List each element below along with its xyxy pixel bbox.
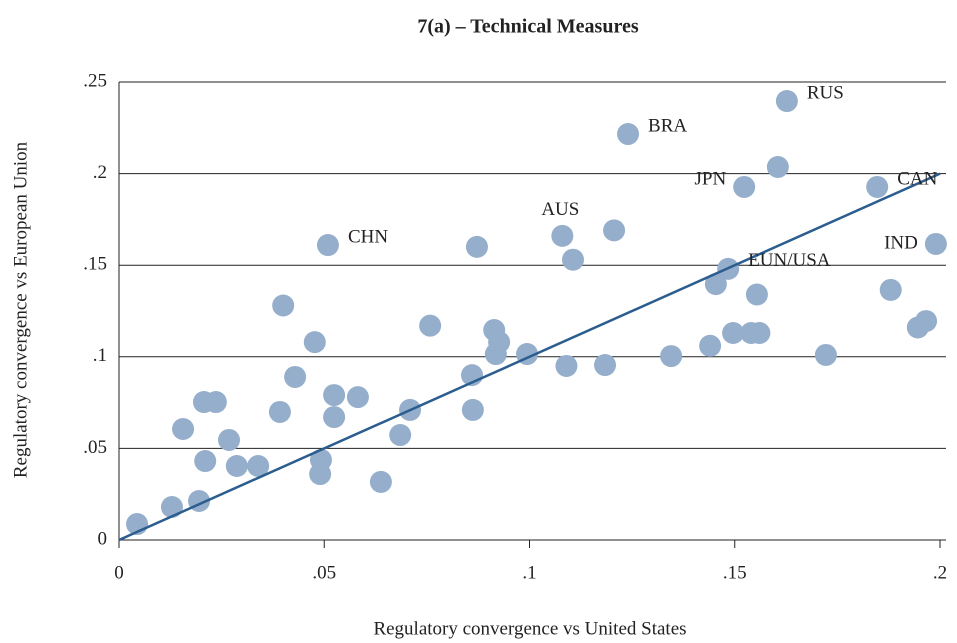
point [722, 321, 745, 344]
point [748, 321, 771, 344]
point [766, 156, 789, 179]
point [775, 90, 798, 113]
point [218, 428, 241, 451]
point [225, 454, 248, 477]
x-axis-label: Regulatory convergence vs United States [373, 618, 686, 639]
point [745, 283, 768, 306]
point [617, 123, 640, 146]
point [346, 386, 369, 409]
point [915, 310, 938, 333]
point [879, 278, 902, 301]
point [484, 343, 507, 366]
point [594, 354, 617, 377]
y-tick-label: .2 [93, 162, 107, 183]
x-tick-label: .1 [522, 562, 536, 583]
point [369, 470, 392, 493]
y-tick-label: .1 [93, 345, 107, 366]
point [284, 365, 307, 388]
x-tick-label: .05 [312, 562, 336, 583]
point-label: BRA [648, 115, 687, 136]
point [160, 496, 183, 519]
point-label: JPN [695, 168, 727, 189]
point-label: EUN/USA [748, 250, 831, 271]
point [389, 424, 412, 447]
point [461, 398, 484, 421]
point [268, 400, 291, 423]
point [465, 235, 488, 258]
point [204, 391, 227, 414]
point-label: CAN [897, 168, 937, 189]
y-tick-label: .25 [83, 70, 107, 91]
point [603, 219, 626, 242]
point [419, 314, 442, 337]
point [704, 273, 727, 296]
x-tick-label: .15 [723, 562, 747, 583]
y-tick-label: .15 [83, 254, 107, 275]
point [194, 450, 217, 473]
point [316, 234, 339, 257]
point-label: IND [884, 232, 918, 253]
y-tick-label: 0 [98, 528, 108, 549]
point [866, 175, 889, 198]
point [303, 331, 326, 354]
point [172, 417, 195, 440]
point [555, 354, 578, 377]
x-tick-label: 0 [114, 562, 124, 583]
point [660, 345, 683, 368]
point [309, 463, 332, 486]
point [699, 334, 722, 357]
point [323, 406, 346, 429]
point [733, 175, 756, 198]
chart-title: 7(a) – Technical Measures [417, 16, 639, 38]
point [562, 248, 585, 271]
point [924, 232, 947, 255]
point [551, 224, 574, 247]
point-label: CHN [348, 226, 388, 247]
point [814, 343, 837, 366]
x-tick-label: .2 [933, 562, 947, 583]
point [272, 294, 295, 317]
y-axis-label: Regulatory convergence vs European Union [10, 141, 31, 478]
point-label: AUS [541, 199, 579, 220]
reference-line [118, 172, 941, 542]
point-label: RUS [807, 82, 844, 103]
point [323, 384, 346, 407]
point [247, 454, 270, 477]
y-tick-label: .05 [83, 437, 107, 458]
